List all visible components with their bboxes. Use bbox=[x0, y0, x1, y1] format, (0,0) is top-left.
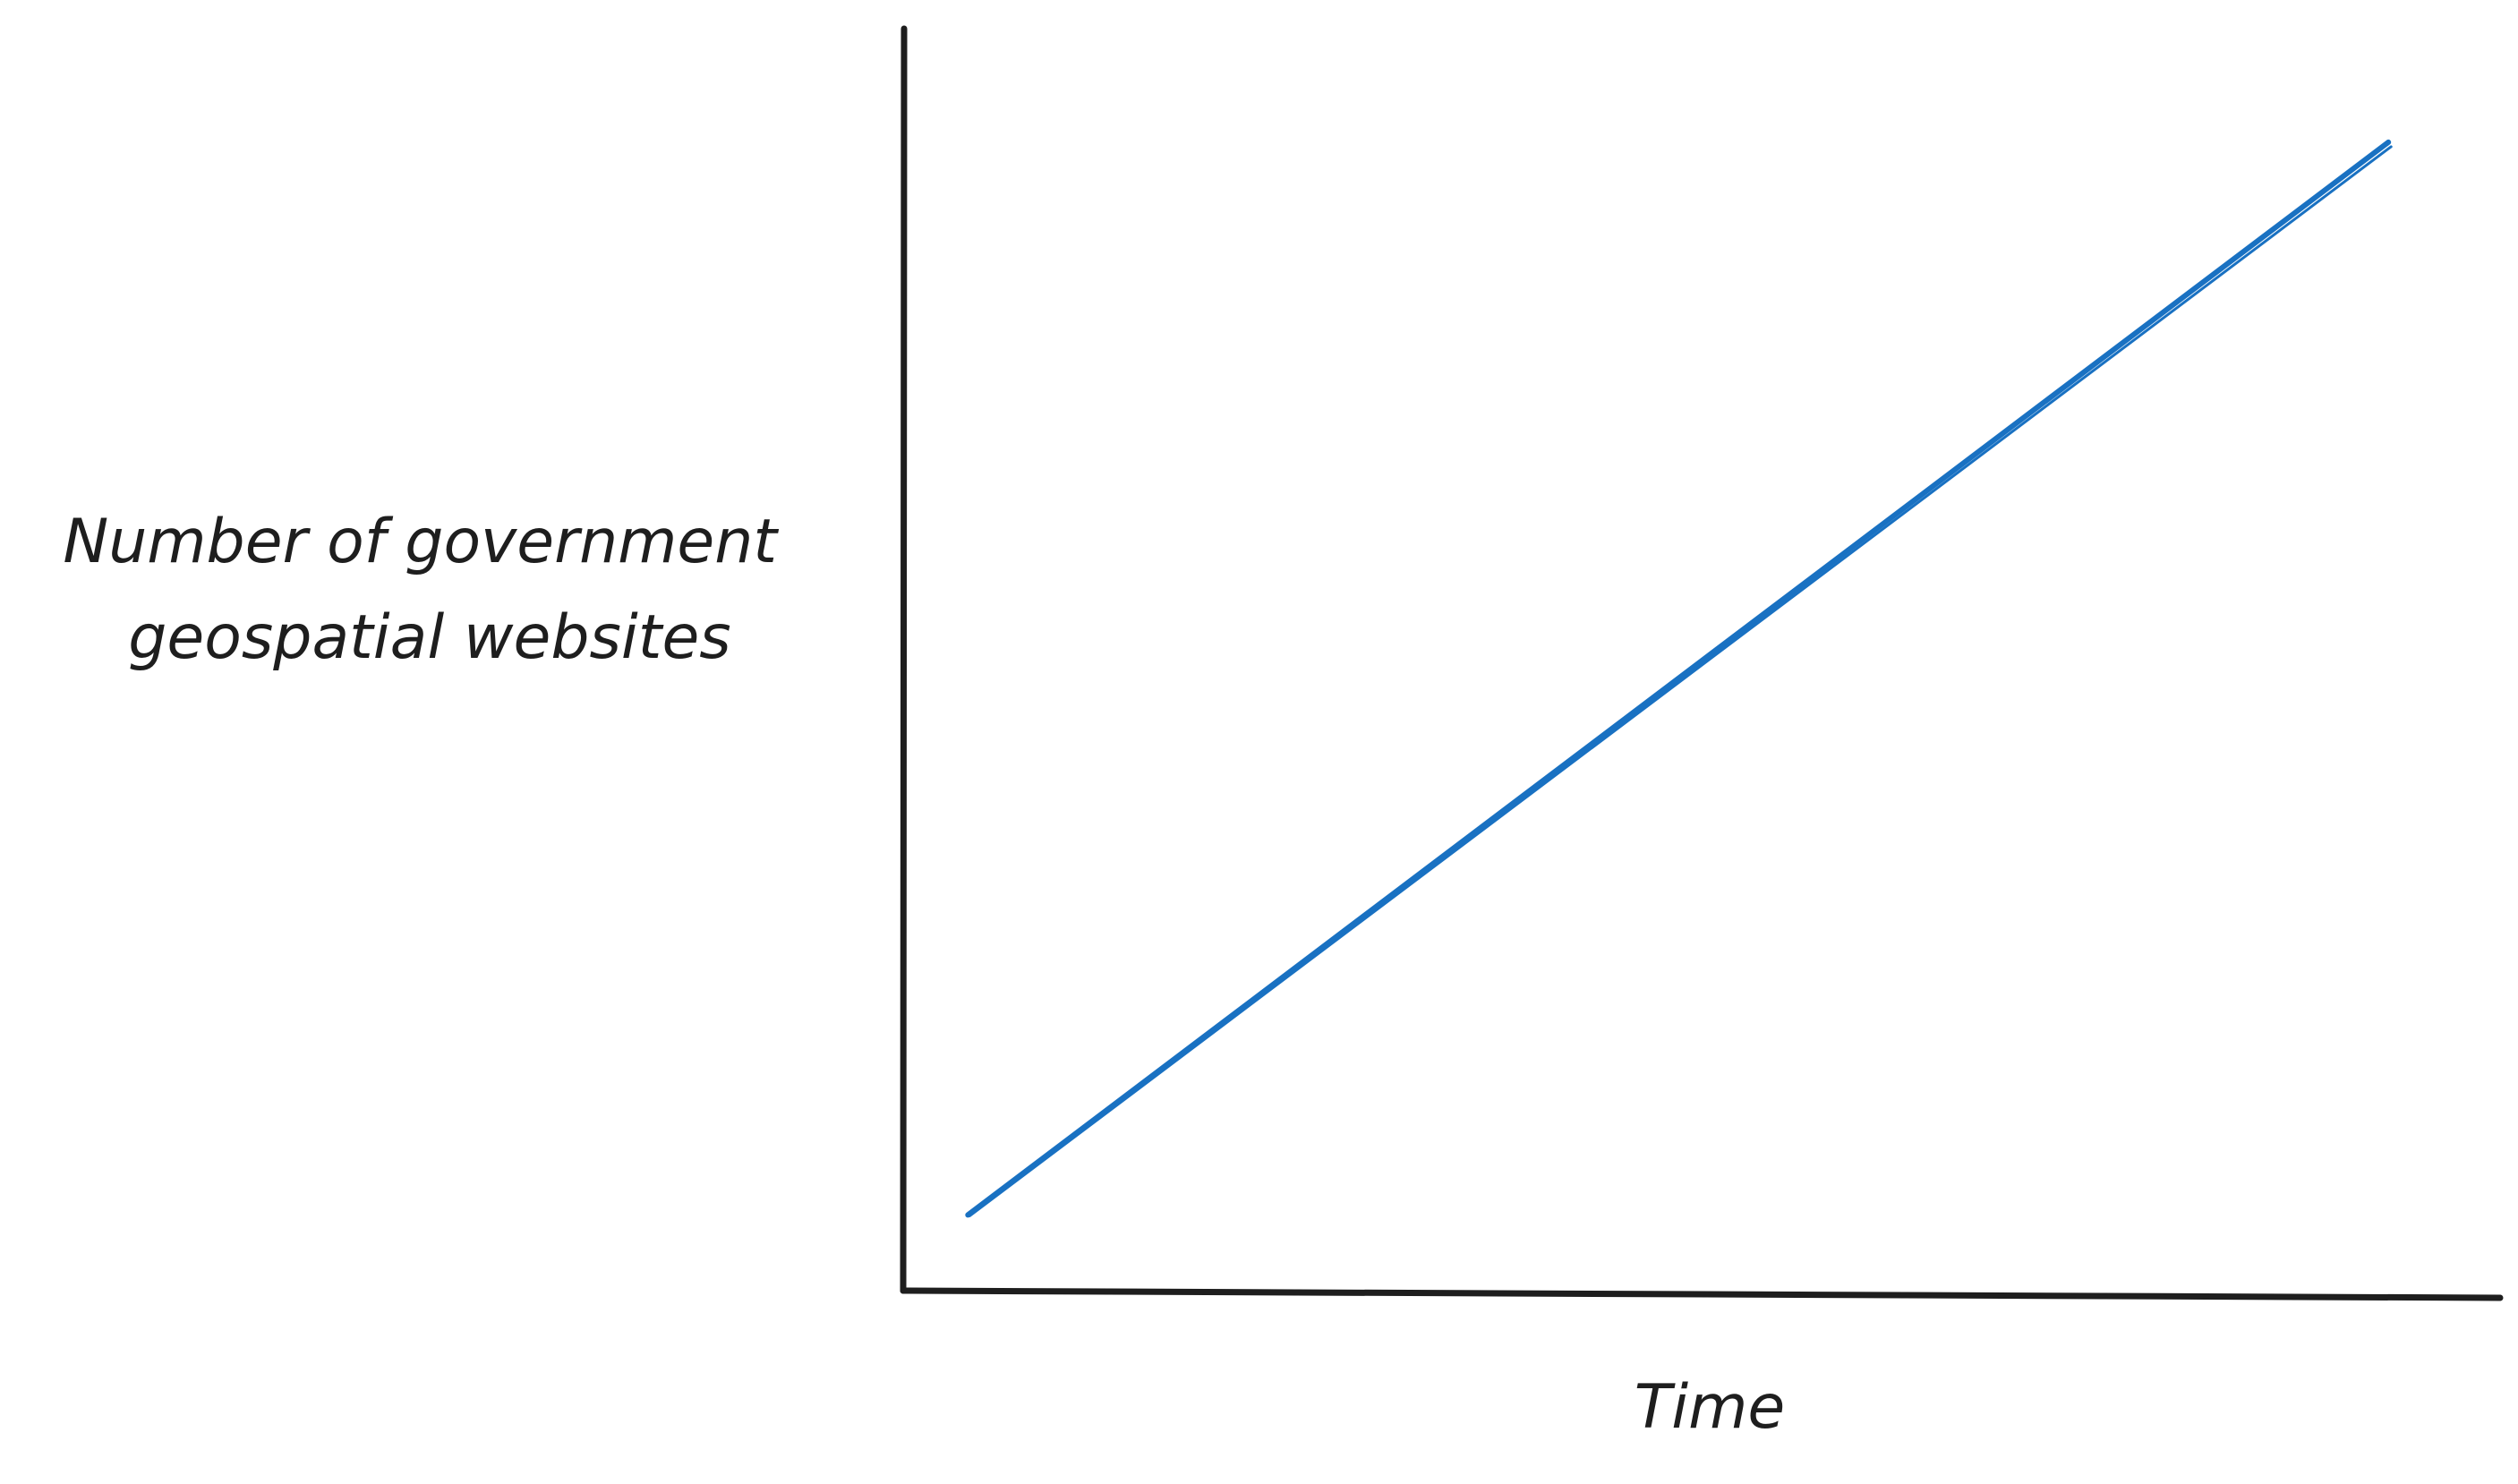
y-axis-label-line-1: Number of government bbox=[63, 507, 779, 577]
series-line-1-sketch-stroke bbox=[968, 145, 2393, 1217]
series-layer bbox=[965, 139, 2393, 1218]
y-axis-label-line-2: geospatial websites bbox=[128, 602, 730, 673]
x-axis bbox=[900, 1287, 2504, 1301]
series-line-1 bbox=[965, 139, 2392, 1218]
y-axis-label: Number of government geospatial websites bbox=[63, 507, 796, 673]
x-axis-label: Time bbox=[1635, 1372, 1786, 1443]
y-axis bbox=[900, 25, 908, 1294]
